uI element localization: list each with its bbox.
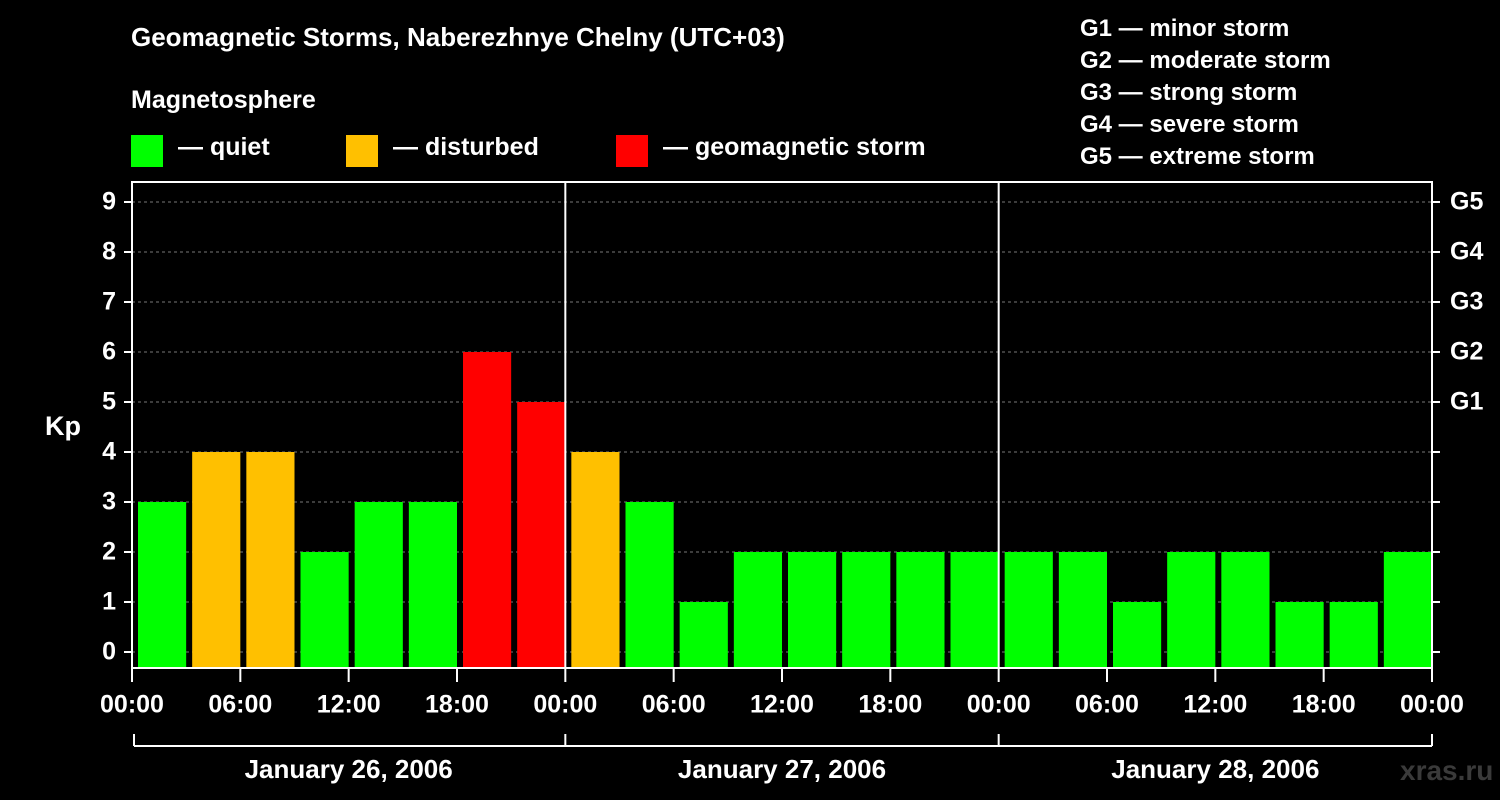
kp-bar	[1113, 602, 1162, 668]
kp-bar	[1167, 552, 1216, 668]
legend-label-quiet: — quiet	[178, 133, 270, 161]
kp-bar	[1329, 602, 1378, 668]
storm-level-label: G1	[1450, 388, 1483, 416]
x-tick-label: 18:00	[425, 691, 489, 719]
y-tick-label: 6	[102, 338, 116, 366]
x-tick-label: 12:00	[750, 691, 814, 719]
x-tick-label: 00:00	[1400, 691, 1464, 719]
storm-scale-g1: G1 — minor storm	[1080, 15, 1290, 42]
kp-bar	[517, 402, 566, 668]
storm-scale-g3: G3 — strong storm	[1080, 79, 1298, 106]
kp-bar	[463, 352, 512, 668]
kp-bar	[1383, 552, 1432, 668]
kp-bar	[788, 552, 837, 668]
y-tick-label: 2	[102, 538, 116, 566]
x-tick-label: 18:00	[1292, 691, 1356, 719]
storm-level-label: G2	[1450, 338, 1483, 366]
watermark: xras.ru	[1400, 755, 1494, 786]
legend-swatch-storm	[616, 135, 648, 167]
kp-bar	[1275, 602, 1324, 668]
day-label: January 28, 2006	[1111, 754, 1319, 784]
kp-bar	[1004, 552, 1053, 668]
chart-title: Geomagnetic Storms, Naberezhnye Chelny (…	[131, 22, 785, 52]
x-tick-label: 18:00	[858, 691, 922, 719]
storm-level-label: G3	[1450, 288, 1483, 316]
x-tick-label: 12:00	[317, 691, 381, 719]
magnetosphere-label: Magnetosphere	[131, 86, 316, 114]
kp-bar	[842, 552, 891, 668]
kp-bar	[1221, 552, 1270, 668]
kp-bar	[1058, 552, 1107, 668]
storm-level-label: G5	[1450, 188, 1483, 216]
kp-bar	[354, 502, 403, 668]
kp-bar	[733, 552, 782, 668]
y-tick-label: 0	[102, 638, 116, 666]
day-label: January 26, 2006	[245, 754, 453, 784]
kp-bar	[192, 452, 241, 668]
kp-bar	[896, 552, 945, 668]
y-tick-label: 8	[102, 238, 116, 266]
x-tick-label: 00:00	[100, 691, 164, 719]
storm-scale-g4: G4 — severe storm	[1080, 111, 1299, 138]
kp-bar	[625, 502, 674, 668]
y-tick-label: 9	[102, 188, 116, 216]
y-tick-label: 7	[102, 288, 116, 316]
x-tick-label: 06:00	[642, 691, 706, 719]
storm-scale-g5: G5 — extreme storm	[1080, 143, 1315, 170]
day-label: January 27, 2006	[678, 754, 886, 784]
y-tick-label: 3	[102, 488, 116, 516]
x-tick-label: 06:00	[1075, 691, 1139, 719]
legend-swatch-quiet	[131, 135, 163, 167]
y-axis-label: Kp	[45, 411, 81, 441]
x-tick-label: 06:00	[208, 691, 272, 719]
kp-bar	[408, 502, 457, 668]
kp-bar	[679, 602, 728, 668]
kp-bar	[300, 552, 349, 668]
storm-level-label: G4	[1450, 238, 1483, 266]
kp-bar	[138, 502, 187, 668]
legend-label-disturbed: — disturbed	[393, 133, 539, 161]
kp-bar	[950, 552, 999, 668]
legend-label-storm: — geomagnetic storm	[663, 133, 926, 161]
kp-bar	[246, 452, 295, 668]
x-tick-label: 00:00	[533, 691, 597, 719]
storm-scale-g2: G2 — moderate storm	[1080, 47, 1331, 74]
y-tick-label: 1	[102, 588, 116, 616]
y-tick-label: 5	[102, 388, 116, 416]
legend-swatch-disturbed	[346, 135, 378, 167]
kp-bar	[571, 452, 620, 668]
y-tick-label: 4	[102, 438, 116, 466]
x-tick-label: 00:00	[967, 691, 1031, 719]
x-tick-label: 12:00	[1183, 691, 1247, 719]
